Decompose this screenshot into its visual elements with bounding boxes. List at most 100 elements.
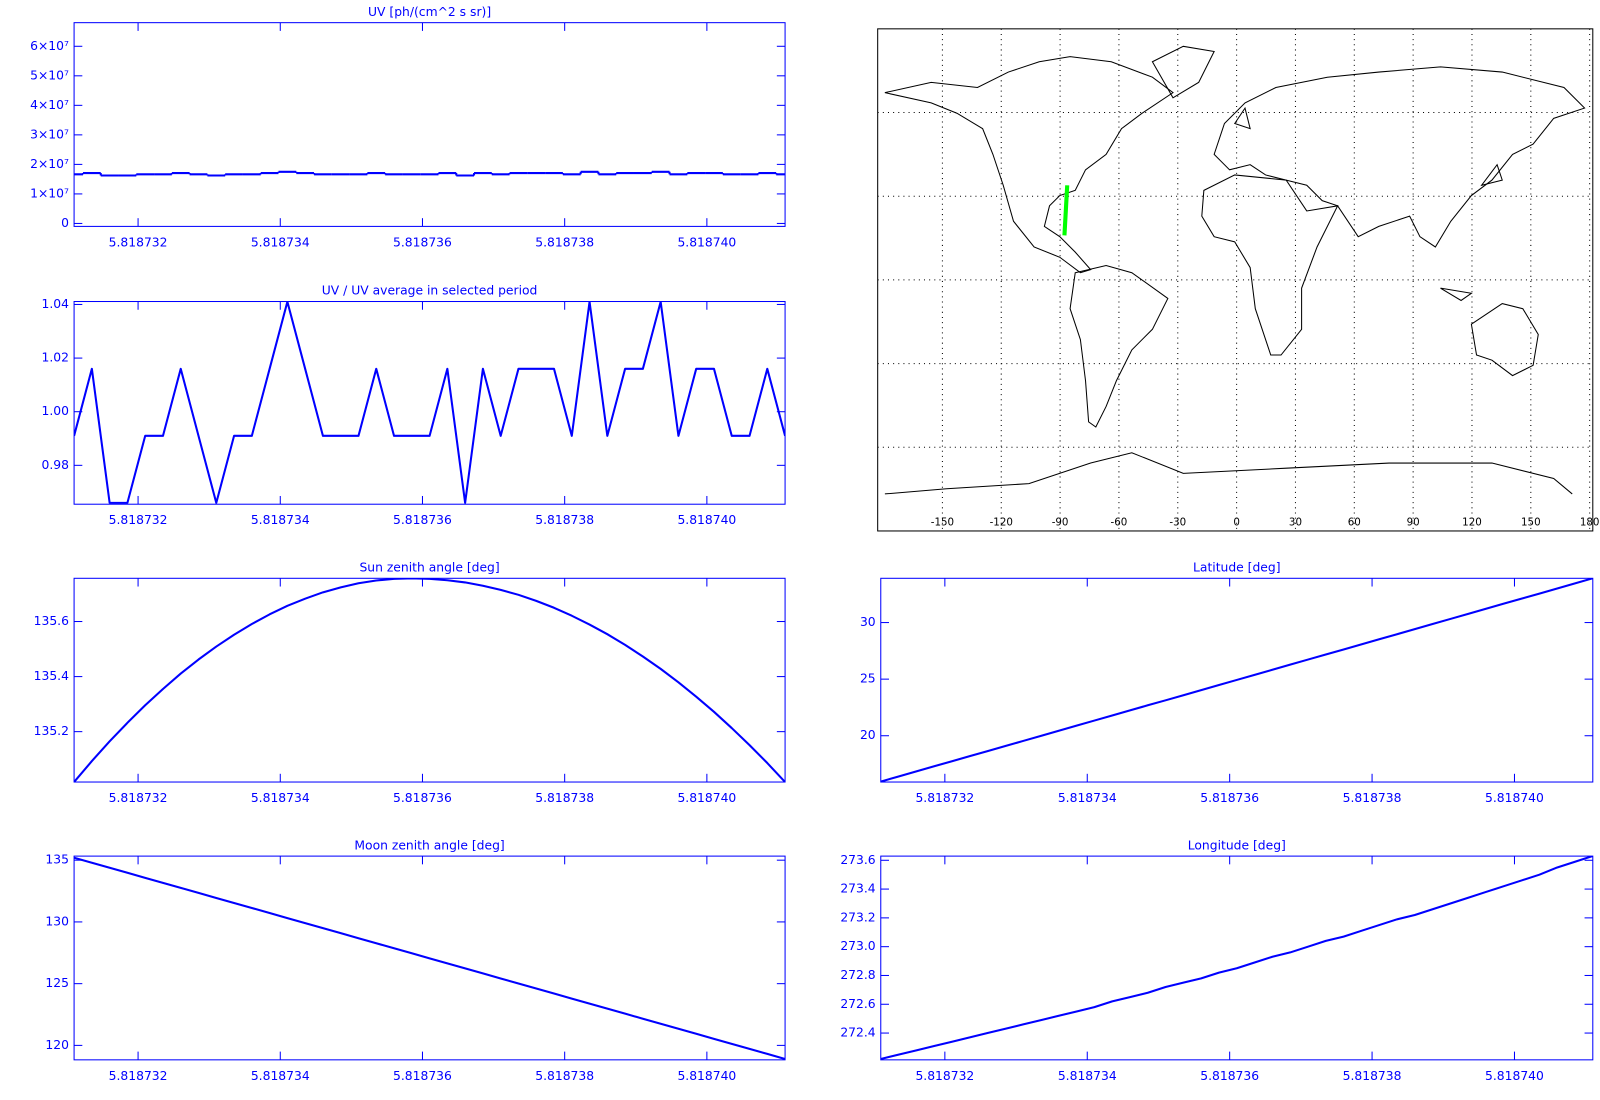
- x-tick-label: 5.818736: [393, 1069, 452, 1083]
- y-tick-label: 2×10⁷: [30, 157, 69, 171]
- panel: UV / UV average in selected period 5.8187…: [41, 284, 786, 527]
- panel-title: Moon zenith angle [deg]: [354, 838, 504, 852]
- data-line: [74, 301, 786, 504]
- x-tick-label: 5.818736: [393, 513, 452, 527]
- y-tick-label: 0.98: [41, 458, 68, 472]
- plot-area: [74, 301, 786, 504]
- x-tick-label: 5.818738: [1343, 791, 1402, 805]
- x-tick-label: -60: [1111, 517, 1128, 529]
- panel-title: Longitude [deg]: [1188, 838, 1286, 852]
- data-line: [880, 578, 1593, 783]
- axes-frame: [880, 577, 1594, 783]
- x-tick-label: 5.818736: [1200, 1069, 1259, 1083]
- x-tick-label: 5.818738: [1343, 1069, 1402, 1083]
- y-tick-label: 273.2: [840, 910, 875, 924]
- plot-area: [74, 856, 786, 1060]
- x-tick-label: 120: [1462, 517, 1482, 529]
- x-tick-label: 60: [1348, 517, 1361, 529]
- x-tick-label: 5.818736: [393, 235, 452, 249]
- x-tick-label: 5.818734: [251, 513, 310, 527]
- data-line: [74, 578, 786, 783]
- x-tick-label: 5.818732: [109, 235, 168, 249]
- x-tick-label: 5.818738: [535, 513, 594, 527]
- y-tick-label: 272.4: [840, 1026, 875, 1040]
- y-tick-label: 30: [860, 615, 876, 629]
- panel: Longitude [deg] 5.818732 5.818734 5.818736 5…: [840, 838, 1594, 1083]
- y-tick-label: 3×10⁷: [30, 127, 69, 141]
- panel: Moon zenith angle [deg] 5.818732 5.818734 5…: [45, 838, 786, 1083]
- x-tick-label: 90: [1407, 517, 1420, 529]
- y-tick-label: 25: [860, 672, 876, 686]
- x-tick-label: 150: [1521, 517, 1541, 529]
- panel: Latitude [deg] 5.818732 5.818734 5.818736 5.…: [860, 561, 1594, 805]
- x-tick-label: 5.818734: [1058, 1069, 1117, 1083]
- x-tick-label: 5.818740: [1485, 1069, 1544, 1083]
- y-tick-label: 4×10⁷: [30, 98, 69, 112]
- y-tick-label: 120: [45, 1038, 69, 1052]
- x-tick-label: -30: [1169, 517, 1186, 529]
- y-tick-label: 5×10⁷: [30, 68, 69, 82]
- panel: UV [ph/(cm^2 s sr)] 5.818732 5.818734 5.818…: [30, 5, 786, 249]
- axes-frame: [73, 300, 786, 505]
- track-layer: [1062, 185, 1070, 236]
- plot-area: [880, 578, 1593, 783]
- x-tick-label: -90: [1052, 517, 1069, 529]
- axes-frame: [73, 855, 786, 1061]
- y-tick-label: 130: [45, 914, 69, 928]
- x-tick-label: 5.818732: [915, 791, 974, 805]
- panel-title: UV [ph/(cm^2 s sr)]: [368, 5, 491, 19]
- plot-area: [74, 170, 786, 177]
- x-tick-label: 5.818740: [677, 1069, 736, 1083]
- y-tick-label: 20: [860, 728, 876, 742]
- x-tick-label: 5.818734: [251, 791, 310, 805]
- panel: Sun zenith angle [deg] 5.818732 5.818734 5.…: [34, 561, 786, 805]
- y-tick-label: 1.02: [41, 351, 68, 365]
- x-tick-label: 180: [1580, 517, 1600, 529]
- coastlines: [884, 45, 1586, 495]
- y-tick-label: 135: [45, 853, 69, 867]
- x-tick-label: 5.818736: [393, 791, 452, 805]
- y-tick-label: 135.4: [34, 669, 69, 683]
- x-tick-label: 5.818736: [1200, 791, 1259, 805]
- x-tick-label: 5.818734: [251, 235, 310, 249]
- orbit-track: [1062, 185, 1070, 236]
- y-tick-label: 0: [61, 216, 69, 230]
- axes-frame: [73, 22, 786, 227]
- y-tick-label: 273.0: [840, 939, 875, 953]
- x-tick-label: 5.818740: [1485, 791, 1544, 805]
- x-tick-label: 5.818734: [1058, 791, 1117, 805]
- map-panel: -150 -120 -90 -60 -30 0 30 60 90 120 150 180: [877, 28, 1600, 532]
- x-tick-label: 5.818732: [109, 1069, 168, 1083]
- x-tick-label: 0: [1233, 517, 1240, 529]
- y-tick-label: 135.2: [34, 724, 69, 738]
- y-tick-label: 272.6: [840, 997, 875, 1011]
- y-tick-label: 272.8: [840, 968, 875, 982]
- x-tick-label: 5.818738: [535, 791, 594, 805]
- x-tick-label: 5.818738: [535, 235, 594, 249]
- x-tick-label: 5.818732: [109, 791, 168, 805]
- x-tick-label: 5.818740: [677, 235, 736, 249]
- x-tick-label: -150: [931, 517, 954, 529]
- panel-title: Latitude [deg]: [1193, 561, 1281, 575]
- y-tick-label: 273.6: [840, 853, 875, 867]
- plot-area: [74, 578, 786, 783]
- data-line: [74, 856, 786, 1060]
- y-tick-label: 1.04: [41, 297, 69, 311]
- x-tick-label: 5.818738: [535, 1069, 594, 1083]
- x-tick-label: 5.818740: [677, 513, 736, 527]
- y-tick-label: 273.4: [840, 882, 875, 896]
- data-line: [880, 856, 1593, 1060]
- x-tick-label: -120: [990, 517, 1013, 529]
- y-tick-label: 1×10⁷: [30, 186, 69, 200]
- panel-title: UV / UV average in selected period: [322, 284, 538, 298]
- panel-title: Sun zenith angle [deg]: [359, 561, 499, 575]
- x-tick-label: 5.818740: [677, 791, 736, 805]
- plot-area: [880, 856, 1593, 1060]
- x-tick-label: 5.818734: [251, 1069, 310, 1083]
- x-tick-label: 30: [1289, 517, 1302, 529]
- y-tick-label: 125: [45, 976, 69, 990]
- y-tick-label: 135.6: [34, 614, 69, 628]
- axes-frame: [880, 855, 1594, 1061]
